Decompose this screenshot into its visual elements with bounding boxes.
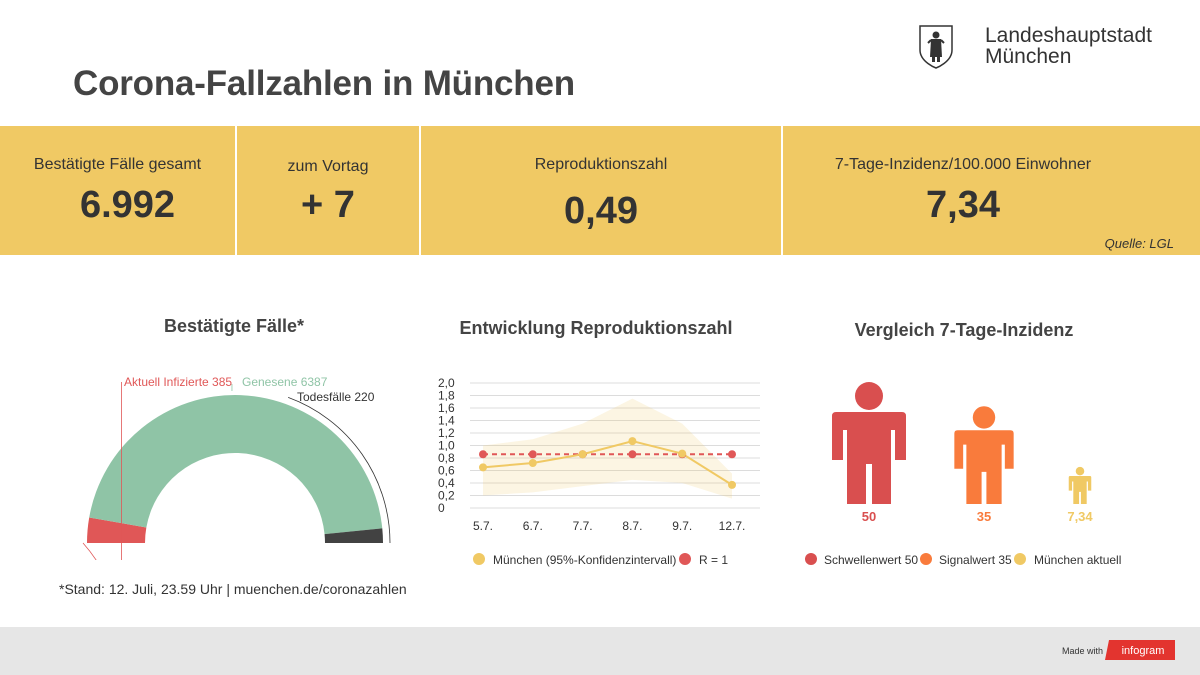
legend-signal-label: Signalwert 35 xyxy=(939,553,1012,567)
value-label: 35 xyxy=(977,509,991,524)
donut-slice-recovered xyxy=(89,395,383,535)
kpi-band: Bestätigte Fälle gesamt 6.992 zum Vortag… xyxy=(0,126,1200,255)
infogram-brand-text: infogram xyxy=(1122,645,1165,657)
person-icon-threshold xyxy=(832,382,906,504)
person-icon-muenchen xyxy=(1068,466,1092,504)
page-title: Corona-Fallzahlen in München xyxy=(73,64,575,103)
infogram-flag-icon xyxy=(1105,640,1175,660)
y-tick-label: 0 xyxy=(438,501,445,515)
person-icon-signal xyxy=(954,406,1014,504)
r1-point xyxy=(728,450,736,459)
donut-slice-infected xyxy=(87,517,147,543)
legend-threshold-label: Schwellenwert 50 xyxy=(824,553,918,567)
legend-threshold-marker xyxy=(805,553,817,565)
x-tick-label: 8.7. xyxy=(622,519,642,533)
y-tick-label: 1,8 xyxy=(438,389,455,403)
muenchen-point xyxy=(479,463,487,472)
legend-muenchen-current-marker xyxy=(1014,553,1026,565)
x-tick-label: 5.7. xyxy=(473,519,493,533)
muenchen-point xyxy=(678,449,687,458)
donut-label-recovered: Genesene 6387 xyxy=(242,375,328,389)
footer: Made with infogram xyxy=(0,627,1200,675)
donut-slice-deaths xyxy=(324,528,383,543)
legend-signal-marker xyxy=(920,553,932,565)
r1-point xyxy=(479,450,487,459)
kpi-previous-day-value: + 7 xyxy=(301,184,355,226)
value-label: 7,34 xyxy=(1067,509,1093,524)
y-tick-label: 0,8 xyxy=(438,451,455,465)
x-tick-label: 6.7. xyxy=(523,519,543,533)
y-tick-label: 0,4 xyxy=(438,476,455,490)
kpi-previous-day-label: zum Vortag xyxy=(287,158,369,175)
made-with-text: Made with xyxy=(1062,646,1104,656)
kpi-reproduction-value: 0,49 xyxy=(564,190,638,232)
series-line-muenchen xyxy=(482,440,733,486)
y-tick-label: 2,0 xyxy=(438,376,455,390)
logo-text-line2: München xyxy=(985,45,1072,68)
legend-muenchen-current-label: München aktuell xyxy=(1034,553,1121,567)
muenchen-point xyxy=(728,480,736,489)
infogram-logo[interactable]: infogram xyxy=(1105,640,1175,660)
legend-muenchen-label: München (95%-Konfidenzintervall) xyxy=(493,553,676,567)
logo-text-line1: Landeshauptstadt xyxy=(985,24,1152,47)
logo-text: Landeshauptstadt München xyxy=(985,25,1152,67)
munich-logo xyxy=(918,24,954,75)
kpi-reproduction-label: Reproduktionszahl xyxy=(534,156,668,173)
kpi-separator xyxy=(235,126,237,255)
kpi-separator xyxy=(781,126,783,255)
kpi-incidence-label: 7-Tage-Inzidenz/100.000 Einwohner xyxy=(834,156,1092,173)
legend-r1-label: R = 1 xyxy=(699,553,728,567)
x-tick-label: 9.7. xyxy=(672,519,692,533)
incidence-pictogram-chart: 50 35 7,34 Schwellenwert 50 Signalwert 35 … xyxy=(805,382,1121,567)
donut-label-deaths: Todesfälle 220 xyxy=(297,390,375,404)
cases-donut-chart: Aktuell Infizierte 385 Genesene 6387 Tod… xyxy=(82,375,391,560)
reproduction-legend: München (95%-Konfidenzintervall) R = 1 xyxy=(473,553,728,567)
r1-point xyxy=(628,450,637,459)
muenchen-point xyxy=(578,450,587,459)
footnote: *Stand: 12. Juli, 23.59 Uhr | muenchen.d… xyxy=(59,581,407,597)
reproduction-chart-title: Entwicklung Reproduktionszahl xyxy=(459,318,733,338)
x-tick-label: 12.7. xyxy=(719,519,746,533)
muenchen-point xyxy=(628,437,637,446)
kpi-incidence-value: 7,34 xyxy=(926,184,1000,226)
donut-label-bracket xyxy=(288,397,391,544)
r1-point xyxy=(528,450,537,459)
source-note: Quelle: LGL xyxy=(1104,236,1174,251)
cases-chart-title: Bestätigte Fälle* xyxy=(163,316,305,336)
y-tick-label: 1,6 xyxy=(438,401,455,415)
y-tick-label: 1,0 xyxy=(438,439,455,453)
y-tick-label: 1,4 xyxy=(438,414,455,428)
munich-coat-of-arms-icon xyxy=(919,25,953,69)
kpi-total-cases-value: 6.992 xyxy=(79,184,176,226)
legend-muenchen-marker xyxy=(473,553,485,565)
value-label: 50 xyxy=(862,509,876,524)
incidence-chart-title: Vergleich 7-Tage-Inzidenz xyxy=(854,320,1074,340)
incidence-legend: Schwellenwert 50 Signalwert 35 München a… xyxy=(805,553,1121,567)
muenchen-point xyxy=(528,459,537,467)
kpi-total-cases-label: Bestätigte Fälle gesamt xyxy=(33,156,202,173)
x-tick-label: 7.7. xyxy=(573,519,593,533)
y-tick-label: 0,6 xyxy=(438,464,455,478)
kpi-separator xyxy=(419,126,421,255)
donut-label-bracket-infected xyxy=(82,382,122,560)
y-tick-label: 0,2 xyxy=(438,489,455,503)
legend-r1-marker xyxy=(679,553,691,565)
donut-label-infected: Aktuell Infizierte 385 xyxy=(124,375,232,389)
y-tick-label: 1,2 xyxy=(438,426,455,440)
reproduction-line-chart: 5.7. 6.7. 7.7. 8.7. 9.7. 12.7. 2,01,81,61,41,… xyxy=(438,376,760,567)
